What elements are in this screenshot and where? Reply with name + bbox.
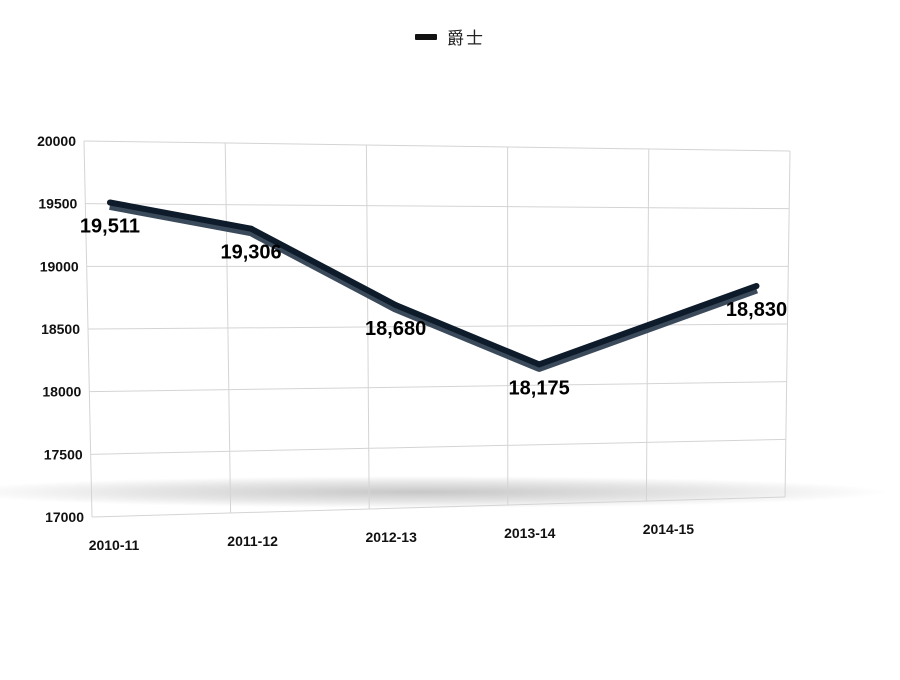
y-tick-label: 18000: [42, 384, 81, 400]
data-label: 19,306: [220, 242, 281, 264]
data-label: 18,830: [726, 299, 787, 321]
data-point: [248, 226, 254, 232]
y-tick-label: 17500: [44, 446, 83, 462]
data-point: [393, 302, 399, 308]
data-label: 18,175: [509, 377, 570, 399]
y-tick-label: 17000: [45, 509, 84, 525]
y-tick-label: 18500: [41, 321, 80, 337]
gridline-horizontal: [85, 204, 789, 209]
data-label: 18,680: [365, 318, 426, 340]
legend: 爵士: [0, 24, 900, 49]
data-point: [754, 283, 760, 289]
legend-swatch: [415, 34, 437, 40]
x-tick-label: 2014-15: [643, 521, 695, 537]
x-tick-label: 2010-11: [89, 537, 140, 553]
y-tick-label: 20000: [37, 133, 76, 149]
floor-shadow: [0, 476, 890, 508]
gridline-horizontal: [84, 141, 790, 151]
data-label: 19,511: [80, 215, 140, 237]
series-line-depth: [110, 206, 757, 368]
y-tick-label: 19000: [40, 258, 79, 274]
gridline-horizontal: [91, 439, 786, 454]
legend-label: 爵士: [447, 29, 485, 49]
x-tick-label: 2013-14: [504, 525, 556, 541]
x-tick-label: 2011-12: [227, 533, 278, 549]
data-point: [107, 199, 113, 205]
x-tick-label: 2012-13: [366, 529, 418, 545]
gridline-horizontal: [89, 382, 786, 392]
y-tick-label: 19500: [38, 196, 77, 212]
data-point: [536, 361, 542, 367]
